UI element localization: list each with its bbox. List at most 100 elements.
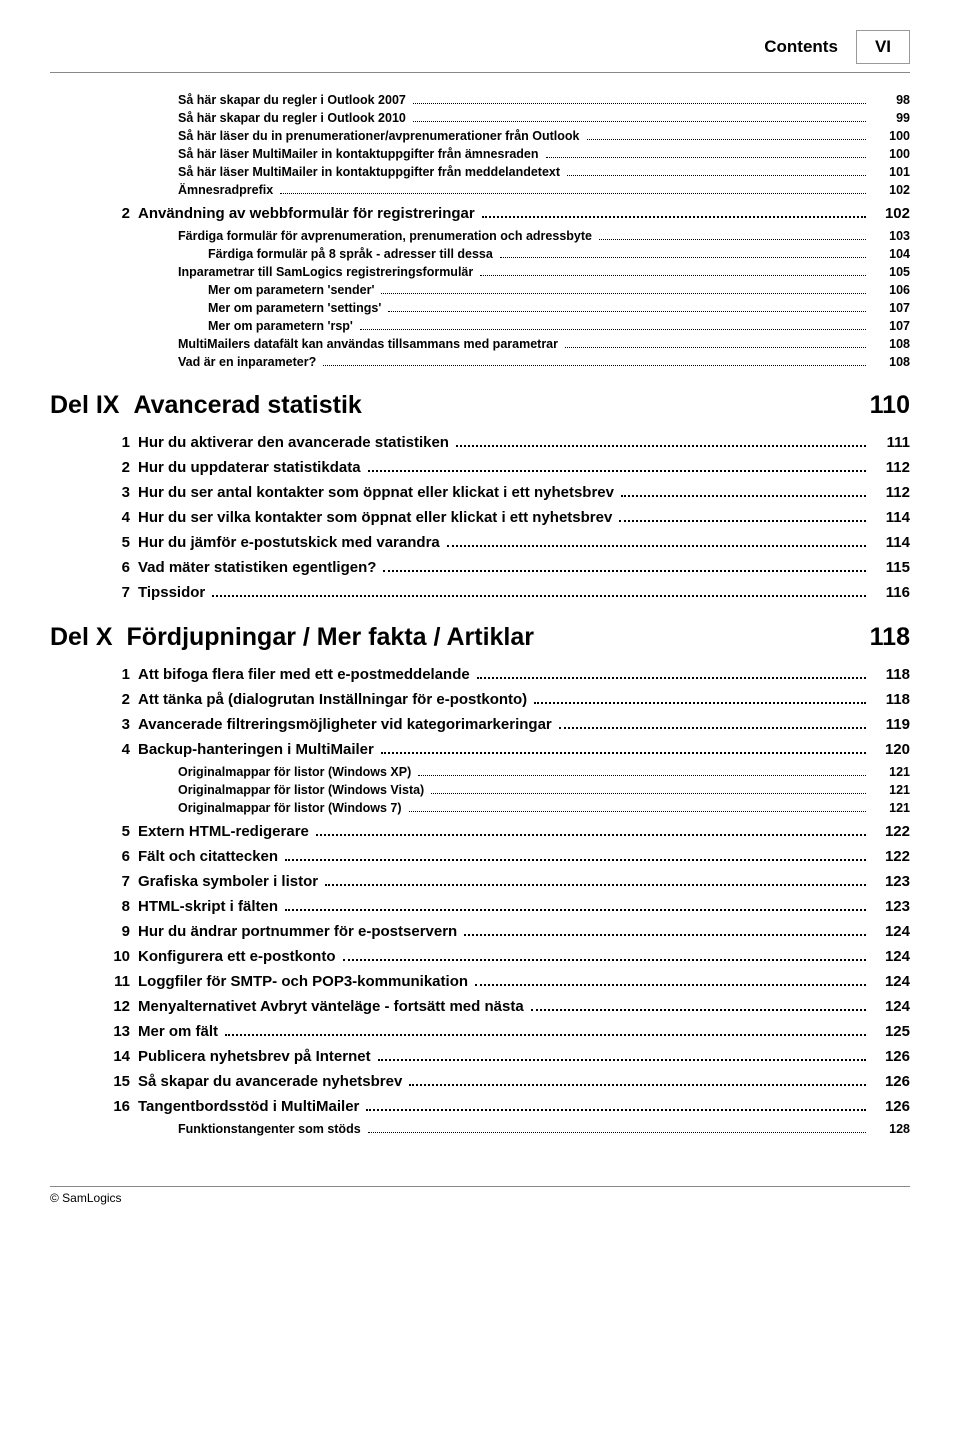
toc-part-heading: Del XFördjupningar / Mer fakta / Artikla… <box>50 623 910 652</box>
toc-entry-number: 16 <box>100 1098 130 1115</box>
toc-leader-dots <box>285 858 866 861</box>
toc-entry-page: 98 <box>870 93 910 107</box>
toc-leader-dots <box>567 174 866 176</box>
toc-entry-number: 2 <box>100 691 130 708</box>
toc-entry: 5Extern HTML-redigerare122 <box>100 823 910 840</box>
toc-entry: 10Konfigurera ett e-postkonto124 <box>100 948 910 965</box>
toc-entry: 11Loggfiler för SMTP- och POP3-kommunika… <box>100 973 910 990</box>
toc-entry-page: 112 <box>870 459 910 476</box>
toc-entry-page: 126 <box>870 1098 910 1115</box>
toc-entry: 3Hur du ser antal kontakter som öppnat e… <box>100 484 910 501</box>
toc-entry-page: 114 <box>870 534 910 551</box>
toc-leader-dots <box>565 346 866 348</box>
toc-entry: 9Hur du ändrar portnummer för e-postserv… <box>100 923 910 940</box>
toc-leader-dots <box>456 444 866 447</box>
toc-entry-label: Så skapar du avancerade nyhetsbrev <box>130 1073 405 1090</box>
toc-leader-dots <box>480 274 866 276</box>
toc-entry: Inparametrar till SamLogics registrering… <box>170 265 910 279</box>
toc-entry: 1Hur du aktiverar den avancerade statist… <box>100 434 910 451</box>
toc-entry: Funktionstangenter som stöds128 <box>170 1122 910 1136</box>
toc-entry-label: Konfigurera ett e-postkonto <box>130 948 339 965</box>
toc-part-label: Del X <box>50 623 113 652</box>
toc-entry: 16Tangentbordsstöd i MultiMailer126 <box>100 1098 910 1115</box>
toc-leader-dots <box>431 792 866 794</box>
toc-leader-dots <box>599 238 866 240</box>
toc-entry: 4Backup-hanteringen i MultiMailer120 <box>100 741 910 758</box>
toc-entry-label: Så här skapar du regler i Outlook 2007 <box>170 93 409 107</box>
toc-entry-page: 99 <box>870 111 910 125</box>
toc-leader-dots <box>323 364 866 366</box>
toc-entry-page: 123 <box>870 873 910 890</box>
toc-entry-page: 114 <box>870 509 910 526</box>
toc-entry-number: 1 <box>100 434 130 451</box>
toc-leader-dots <box>477 676 866 679</box>
toc-leader-dots <box>366 1108 866 1111</box>
toc-entry-label: HTML-skript i fälten <box>130 898 281 915</box>
toc-entry-label: Originalmappar för listor (Windows XP) <box>170 765 414 779</box>
toc-entry-label: MultiMailers datafält kan användas tills… <box>170 337 561 351</box>
toc-entry-number: 8 <box>100 898 130 915</box>
toc-entry: Mer om parametern 'settings'107 <box>200 301 910 315</box>
footer-rule <box>50 1186 910 1187</box>
toc-leader-dots <box>447 544 866 547</box>
toc-entry-label: Hur du ändrar portnummer för e-postserve… <box>130 923 460 940</box>
toc-leader-dots <box>225 1033 866 1036</box>
page-footer: © SamLogics <box>50 1186 910 1205</box>
toc-entry-number: 12 <box>100 998 130 1015</box>
toc-entry-page: 122 <box>870 848 910 865</box>
toc-leader-dots <box>531 1008 866 1011</box>
toc-entry: 6Fält och citattecken122 <box>100 848 910 865</box>
toc-entry: Mer om parametern 'sender' 106 <box>200 283 910 297</box>
toc-entry-label: Hur du ser vilka kontakter som öppnat el… <box>130 509 615 526</box>
toc-entry-page: 116 <box>870 584 910 601</box>
toc-entry: Originalmappar för listor (Windows 7)121 <box>170 801 910 815</box>
toc-entry: 2Användning av webbformulär för registre… <box>100 205 910 222</box>
toc-entry-page: 103 <box>870 229 910 243</box>
page-container: Contents VI Så här skapar du regler i Ou… <box>0 0 960 1235</box>
toc-entry-page: 104 <box>870 247 910 261</box>
toc-entry-label: Hur du ser antal kontakter som öppnat el… <box>130 484 617 501</box>
toc-entry-label: Publicera nyhetsbrev på Internet <box>130 1048 374 1065</box>
toc-entry: 14Publicera nyhetsbrev på Internet126 <box>100 1048 910 1065</box>
toc-entry: 8HTML-skript i fälten123 <box>100 898 910 915</box>
toc-entry-label: Hur du aktiverar den avancerade statisti… <box>130 434 452 451</box>
toc-leader-dots <box>280 192 866 194</box>
toc-part-page: 118 <box>870 623 910 652</box>
toc-entry-label: Mer om parametern 'sender' <box>200 283 377 297</box>
toc-entry-label: Mer om parametern 'settings' <box>200 301 384 315</box>
toc-entry-number: 5 <box>100 534 130 551</box>
toc-entry-page: 106 <box>870 283 910 297</box>
toc-entry-label: Användning av webbformulär för registrer… <box>130 205 478 222</box>
toc-entry: Originalmappar för listor (Windows Vista… <box>170 783 910 797</box>
toc-entry-number: 2 <box>100 459 130 476</box>
toc-entry-page: 112 <box>870 484 910 501</box>
toc-entry-page: 125 <box>870 1023 910 1040</box>
toc-entry-label: Färdiga formulär för avprenumeration, pr… <box>170 229 595 243</box>
toc-entry-page: 121 <box>870 801 910 815</box>
toc-entry: MultiMailers datafält kan användas tills… <box>170 337 910 351</box>
toc-entry: Så här skapar du regler i Outlook 201099 <box>170 111 910 125</box>
header-title: Contents <box>764 37 838 57</box>
toc-entry: 5Hur du jämför e-postutskick med varandr… <box>100 534 910 551</box>
toc-entry-label: Ämnesradprefix <box>170 183 276 197</box>
toc-entry-number: 3 <box>100 716 130 733</box>
toc-entry: Så här läser MultiMailer in kontaktuppgi… <box>170 147 910 161</box>
toc-leader-dots <box>418 774 866 776</box>
toc-entry-page: 122 <box>870 823 910 840</box>
toc-entry: 15Så skapar du avancerade nyhetsbrev126 <box>100 1073 910 1090</box>
toc-entry-label: Mer om parametern 'rsp' <box>200 319 356 333</box>
toc-leader-dots <box>500 256 866 258</box>
toc-entry: 4Hur du ser vilka kontakter som öppnat e… <box>100 509 910 526</box>
toc-leader-dots <box>464 933 866 936</box>
toc-entry-label: Fält och citattecken <box>130 848 281 865</box>
toc-entry: Mer om parametern 'rsp'107 <box>200 319 910 333</box>
toc-entry-page: 102 <box>870 183 910 197</box>
toc-entry: Ämnesradprefix 102 <box>170 183 910 197</box>
toc-part-page: 110 <box>870 391 910 420</box>
toc-entry-page: 128 <box>870 1122 910 1136</box>
toc-entry-number: 7 <box>100 873 130 890</box>
toc-part-title: Fördjupningar / Mer fakta / Artiklar <box>113 623 870 652</box>
toc-leader-dots <box>360 328 866 330</box>
toc-part-label: Del IX <box>50 391 119 420</box>
toc-entry-page: 120 <box>870 741 910 758</box>
